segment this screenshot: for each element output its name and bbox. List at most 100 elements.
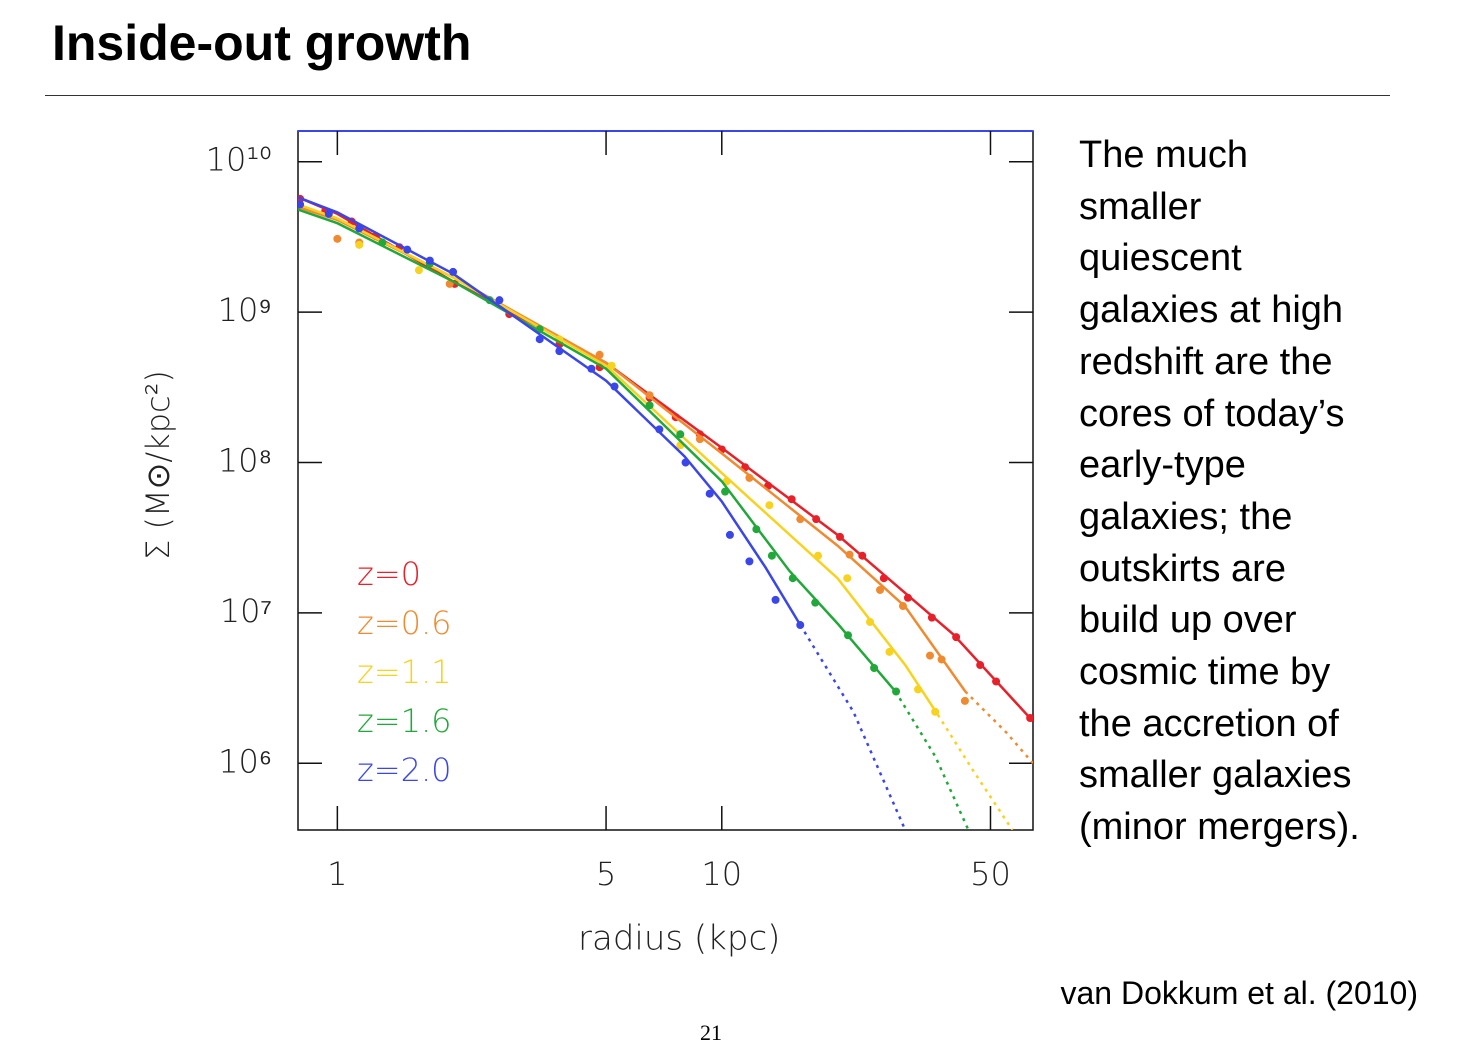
data-point — [752, 525, 761, 534]
data-point — [414, 266, 423, 275]
legend-entry: z=0.6 — [357, 604, 452, 642]
fit-line — [298, 208, 897, 693]
body-line: The much — [1079, 134, 1248, 176]
title-rule — [45, 95, 1390, 96]
data-point — [681, 458, 690, 467]
data-point — [535, 325, 544, 334]
data-point — [378, 238, 387, 247]
data-point — [587, 364, 596, 373]
x-tick-label: 1 — [327, 855, 347, 893]
x-tick-label: 10 — [701, 855, 742, 893]
legend-entry: z=0 — [357, 555, 421, 593]
data-point — [937, 655, 946, 664]
data-point — [555, 347, 564, 356]
data-point — [885, 647, 894, 656]
body-line: the accretion of — [1079, 702, 1339, 745]
data-point — [1026, 713, 1033, 722]
data-point — [787, 495, 796, 504]
data-point — [645, 391, 654, 400]
body-line: galaxies at high — [1079, 289, 1344, 332]
legend-entry: z=1.1 — [357, 653, 452, 691]
slide-body: The much smaller quiescent galaxies at high… — [1079, 130, 1360, 854]
data-point — [811, 598, 820, 607]
extrapolation-line — [964, 690, 1033, 765]
data-point — [858, 551, 867, 560]
data-point — [814, 551, 823, 560]
data-point — [976, 661, 985, 670]
data-point — [788, 574, 797, 583]
data-point — [796, 621, 805, 630]
data-point — [355, 240, 364, 249]
data-point — [535, 335, 544, 344]
data-point — [403, 245, 412, 254]
data-point — [892, 687, 901, 696]
data-point — [843, 574, 852, 583]
body-line: early-type — [1079, 444, 1246, 487]
data-point — [992, 677, 1001, 686]
body-line: galaxies; the — [1079, 495, 1293, 538]
body-line: outskirts are — [1079, 547, 1286, 590]
data-point — [765, 501, 774, 510]
y-tick-label: 10⁸ — [218, 441, 272, 479]
extrapolation-line — [799, 624, 907, 830]
y-tick-label: 10⁷ — [220, 592, 272, 630]
body-line: (minor mergers). — [1079, 806, 1360, 849]
data-point — [655, 425, 664, 434]
x-tick-label: 50 — [970, 855, 1011, 893]
legend-entry: z=2.0 — [357, 751, 452, 789]
body-line: smaller — [1079, 185, 1202, 228]
data-point — [960, 696, 969, 705]
y-tick-label: 10⁹ — [218, 291, 272, 329]
data-point — [595, 350, 604, 359]
data-point — [866, 617, 875, 626]
body-line: redshift are the — [1079, 340, 1333, 383]
data-point — [845, 550, 854, 559]
data-point — [425, 256, 434, 265]
data-point — [745, 557, 754, 566]
data-point — [449, 267, 458, 276]
data-point — [495, 296, 504, 305]
data-point — [767, 551, 776, 560]
data-point — [610, 382, 619, 391]
y-axis-label: Σ (M⊙/kpc²) — [139, 370, 177, 560]
data-point — [903, 593, 912, 602]
data-point — [333, 234, 342, 243]
data-point — [725, 530, 734, 539]
x-tick-label: 5 — [596, 855, 616, 893]
page-number: 21 — [700, 1020, 722, 1045]
fit-line — [298, 196, 1033, 723]
data-point — [695, 435, 704, 444]
body-line: build up over — [1079, 599, 1297, 642]
data-point — [298, 200, 305, 209]
data-point — [879, 574, 888, 583]
body-line: smaller galaxies — [1079, 754, 1352, 797]
data-point — [927, 613, 936, 622]
y-tick-label: 10¹⁰ — [206, 141, 272, 179]
slide-title: Inside-out growth — [52, 15, 472, 71]
data-point — [324, 209, 333, 218]
citation: van Dokkum et al. (2010) — [1060, 975, 1419, 1011]
data-point — [771, 595, 780, 604]
x-axis-label: radius (kpc) — [578, 919, 780, 959]
extrapolation-line — [936, 714, 1014, 830]
data-point — [952, 633, 961, 642]
data-point — [898, 602, 907, 611]
data-point — [676, 430, 685, 439]
legend-entry: z=1.6 — [357, 702, 452, 740]
data-point — [835, 532, 844, 541]
body-line: cosmic time by — [1079, 651, 1331, 694]
data-point — [876, 585, 885, 594]
data-point — [721, 487, 730, 496]
fit-line — [298, 196, 802, 626]
extrapolation-line — [894, 690, 970, 830]
data-point — [705, 489, 714, 498]
data-point — [931, 707, 940, 716]
data-point — [870, 664, 879, 673]
data-point — [355, 224, 364, 233]
data-point — [914, 685, 923, 694]
body-line: cores of today’s — [1079, 392, 1345, 435]
data-point — [925, 651, 934, 660]
data-point — [812, 515, 821, 524]
data-point — [607, 361, 616, 370]
